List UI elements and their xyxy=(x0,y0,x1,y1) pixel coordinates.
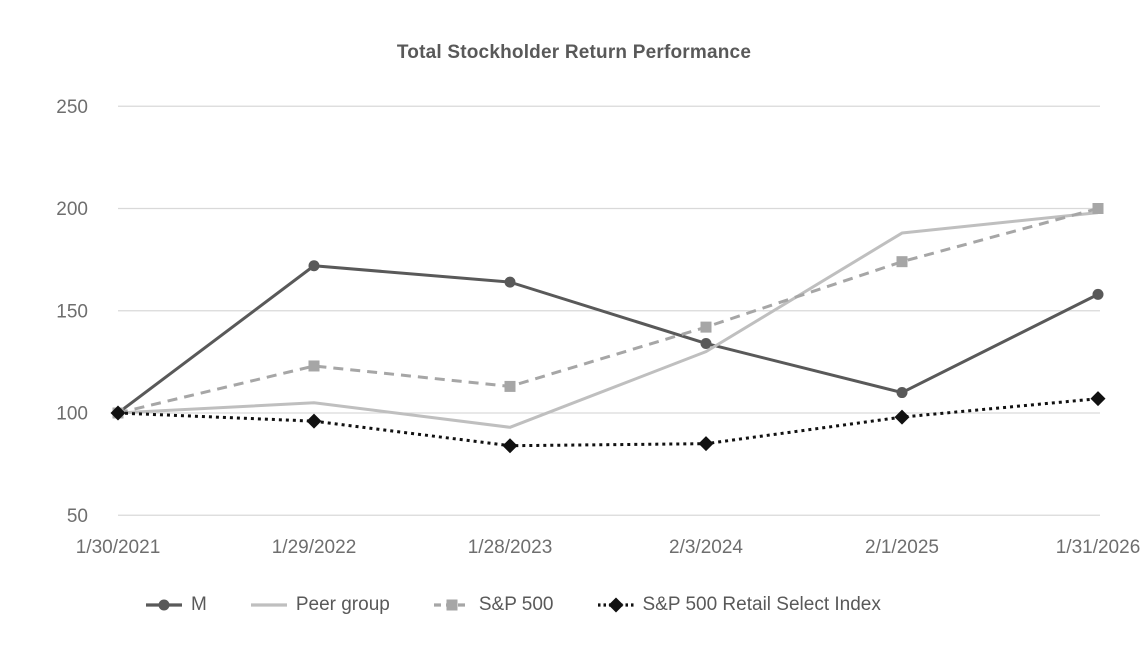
series-line-s-p-500-retail-select-index xyxy=(117,397,1099,448)
x-tick-label: 1/30/2021 xyxy=(76,537,161,558)
legend-label: S&P 500 xyxy=(478,594,554,615)
legend-marker-sample xyxy=(158,599,170,611)
x-tick-label: 1/31/2026 xyxy=(1056,537,1141,558)
series-marker-s-p-500-retail-select-index xyxy=(110,405,126,421)
x-tick-label: 2/3/2024 xyxy=(669,537,743,558)
legend-diamond-swatch-icon xyxy=(597,597,634,613)
series-marker-s-p-500-retail-select-index xyxy=(502,438,518,454)
legend-item-s-p-500: S&P 500 xyxy=(433,594,554,616)
series-marker-m xyxy=(504,276,516,288)
series-marker-s-p-500 xyxy=(896,256,908,268)
legend-item-s-p-500-retail-select-index: S&P 500 Retail Select Index xyxy=(597,594,881,616)
series-marker-s-p-500 xyxy=(1092,203,1104,214)
series-line-peer-group xyxy=(117,211,1099,429)
series-marker-s-p-500 xyxy=(700,321,712,333)
y-tick-label: 200 xyxy=(56,199,88,220)
legend-label: Peer group xyxy=(295,594,390,615)
legend-line-swatch-icon xyxy=(250,603,287,607)
legend-circle-swatch-icon xyxy=(146,599,182,611)
y-tick-label: 100 xyxy=(56,404,88,425)
legend-marker-sample xyxy=(446,599,458,611)
legend-label: M xyxy=(191,594,207,615)
x-tick-label: 2/1/2025 xyxy=(865,537,939,558)
series-marker-s-p-500-retail-select-index xyxy=(698,436,714,452)
legend-item-m: M xyxy=(146,594,207,616)
series-marker-m xyxy=(1092,288,1104,300)
chart-legend: M Peer group S&P 500 S&P 500 Retail Select … xyxy=(146,594,881,616)
y-tick-label: 50 xyxy=(67,506,88,527)
legend-square-swatch-icon xyxy=(433,599,470,611)
y-tick-label: 150 xyxy=(56,301,88,322)
x-tick-label: 1/28/2023 xyxy=(468,537,553,558)
series-marker-m xyxy=(308,260,320,272)
series-line-s-p-500 xyxy=(117,207,1099,415)
series-line-m xyxy=(117,264,1099,415)
y-tick-label: 250 xyxy=(56,97,88,118)
series-marker-m xyxy=(896,387,908,399)
x-tick-label: 1/29/2022 xyxy=(272,537,357,558)
series-marker-s-p-500 xyxy=(308,360,320,372)
legend-label: S&P 500 Retail Select Index xyxy=(642,594,881,615)
series-marker-s-p-500-retail-select-index xyxy=(894,409,910,425)
series-marker-s-p-500-retail-select-index xyxy=(306,413,322,429)
series-marker-s-p-500 xyxy=(504,380,516,392)
series-marker-s-p-500-retail-select-index xyxy=(1090,391,1106,407)
series-marker-m xyxy=(700,337,712,349)
legend-item-peer-group: Peer group xyxy=(250,594,390,616)
chart-title: Total Stockholder Return Performance xyxy=(396,42,752,63)
legend-marker-sample xyxy=(608,597,623,613)
